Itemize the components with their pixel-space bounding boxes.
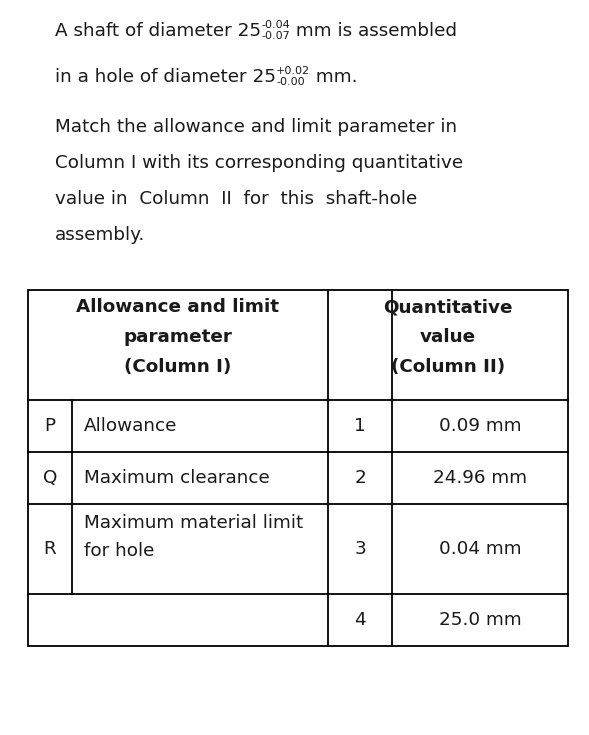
Text: -0.04: -0.04 [261, 20, 290, 30]
Text: -0.07: -0.07 [261, 31, 290, 41]
Text: +0.02: +0.02 [276, 66, 310, 76]
Text: Q: Q [43, 469, 57, 487]
Text: Allowance: Allowance [84, 417, 177, 435]
Text: Match the allowance and limit parameter in: Match the allowance and limit parameter … [55, 118, 457, 136]
Text: parameter: parameter [124, 328, 233, 346]
Text: for hole: for hole [84, 542, 154, 560]
Text: 25.0 mm: 25.0 mm [439, 611, 521, 629]
Text: +0.02: +0.02 [276, 66, 310, 76]
Text: 0.04 mm: 0.04 mm [439, 540, 521, 558]
Text: Allowance and limit: Allowance and limit [77, 298, 280, 316]
Text: 1: 1 [354, 417, 366, 435]
Text: Maximum material limit: Maximum material limit [84, 514, 303, 532]
Text: -0.00: -0.00 [276, 77, 305, 87]
Text: 4: 4 [354, 611, 366, 629]
Text: A shaft of diameter 25: A shaft of diameter 25 [55, 22, 261, 40]
Text: -0.04: -0.04 [261, 20, 290, 30]
Text: Maximum clearance: Maximum clearance [84, 469, 270, 487]
Text: 3: 3 [354, 540, 366, 558]
Text: in a hole of diameter 25: in a hole of diameter 25 [55, 68, 276, 86]
Text: value in  Column  II  for  this  shaft-hole: value in Column II for this shaft-hole [55, 190, 417, 208]
Text: Column I with its corresponding quantitative: Column I with its corresponding quantita… [55, 154, 463, 172]
Text: assembly.: assembly. [55, 226, 145, 244]
Text: mm.: mm. [310, 68, 358, 86]
Text: 24.96 mm: 24.96 mm [433, 469, 527, 487]
Text: Quantitative: Quantitative [383, 298, 513, 316]
Text: 0.09 mm: 0.09 mm [439, 417, 521, 435]
Bar [28, 290, 568, 646]
Text: 2: 2 [354, 469, 366, 487]
Text: P: P [45, 417, 55, 435]
Text: value: value [420, 328, 476, 346]
Text: (Column I): (Column I) [124, 358, 231, 376]
Text: mm is assembled: mm is assembled [290, 22, 457, 40]
Text: R: R [44, 540, 57, 558]
Text: (Column II): (Column II) [391, 358, 505, 376]
